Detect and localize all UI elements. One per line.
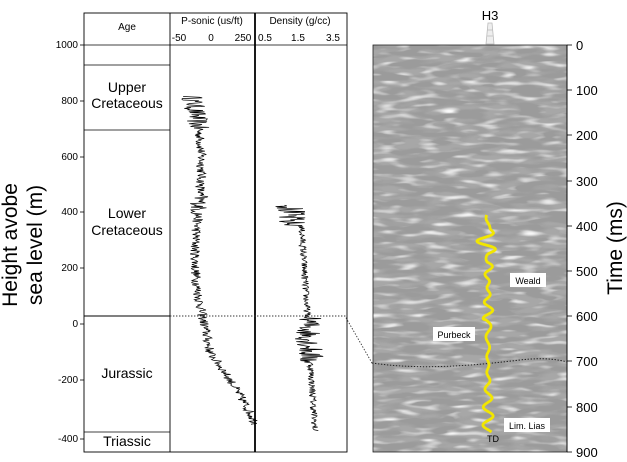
seismic-section (371, 44, 568, 453)
y-tick-label: 1000 (56, 40, 79, 51)
y-axis-label-line2: sea level (m) (24, 185, 47, 305)
time-axis: 0 100 200 300 400 500 600 700 800 900 Ti… (566, 38, 627, 460)
y-tick-label: 0 (72, 319, 78, 330)
y-tick-label: 400 (61, 207, 78, 218)
sonic-track-header: P-sonic (us/ft) (181, 16, 243, 27)
label-box (504, 418, 550, 432)
age-unit-lower-cretaceous-line2: Cretaceous (91, 222, 163, 238)
time-tick-label: 400 (576, 219, 598, 234)
density-tick-label: 1.5 (291, 33, 305, 44)
sonic-tick-label: 250 (235, 33, 252, 44)
y-tick-label: -400 (58, 434, 78, 445)
label-box (510, 273, 546, 287)
horizon-label-weald: Weald (515, 276, 540, 286)
time-tick-label: 200 (576, 128, 598, 143)
well-name-label: H3 (482, 8, 499, 23)
y-axis-label-line1: Height avobe (0, 183, 22, 307)
age-column: Age Upper Cretaceous Lower Cretaceous Ju… (84, 22, 170, 449)
y-tick-label: -200 (58, 375, 78, 386)
well-log-frame (83, 12, 348, 453)
y-tick-label: 200 (61, 263, 78, 274)
y-axis-ticks: 1000 800 600 400 200 0 -200 -400 (56, 40, 84, 445)
sonic-track: P-sonic (us/ft) -50 0 250 (172, 16, 258, 425)
age-unit-triassic: Triassic (103, 433, 151, 449)
age-column-header: Age (118, 22, 136, 33)
density-tick-label: 3.5 (326, 33, 340, 44)
density-log-curve (275, 204, 324, 431)
y-tick-label: 600 (61, 152, 78, 163)
seismic-reflections (373, 45, 567, 452)
horizon-label-lim-lias: Lim. Lias (509, 421, 546, 431)
time-tick-label: 800 (576, 400, 598, 415)
time-tick-label: 600 (576, 309, 598, 324)
time-tick-label: 0 (576, 38, 583, 53)
time-axis-label: Time (ms) (604, 201, 627, 295)
density-track: Density (g/cc) 0.5 1.5 3.5 (258, 16, 340, 431)
density-track-header: Density (g/cc) (269, 16, 330, 27)
horizon-label-td: TD (487, 434, 499, 444)
synthetic-seismogram-trace (475, 214, 497, 434)
time-tick-label: 900 (576, 445, 598, 460)
label-box (433, 327, 475, 341)
time-tick-label: 500 (576, 264, 598, 279)
sonic-log-curve (181, 96, 258, 425)
time-tick-label: 100 (576, 83, 598, 98)
horizon-labels: Weald Purbeck Lim. Lias TD (433, 273, 550, 444)
age-unit-jurassic: Jurassic (101, 365, 152, 381)
y-axis-label: Height avobe sea level (m) (0, 183, 47, 307)
sonic-tick-label: -50 (172, 33, 187, 44)
derrick-icon (485, 22, 495, 45)
seismic-horizon-dotted (371, 358, 568, 368)
correlation-dotted-line (170, 315, 505, 364)
horizon-label-purbeck: Purbeck (437, 330, 471, 340)
sonic-tick-label: 0 (208, 33, 214, 44)
age-unit-lower-cretaceous-line1: Lower (108, 205, 146, 221)
density-tick-label: 0.5 (258, 33, 272, 44)
age-unit-upper-cretaceous-line1: Upper (108, 79, 146, 95)
time-tick-label: 700 (576, 354, 598, 369)
well-marker: H3 (482, 8, 499, 45)
time-tick-label: 300 (576, 174, 598, 189)
age-unit-upper-cretaceous-line2: Cretaceous (91, 95, 163, 111)
y-tick-label: 800 (61, 96, 78, 107)
